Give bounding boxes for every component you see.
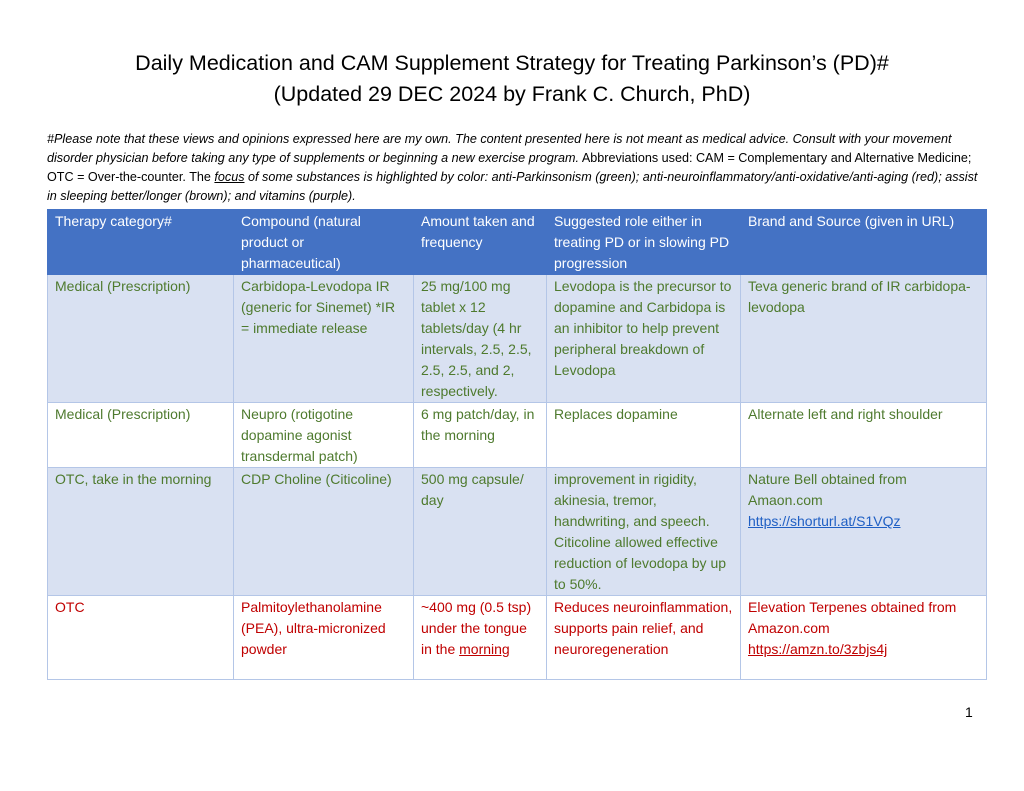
cell-role: Reduces neuroinflammation, supports pain… xyxy=(546,595,741,680)
cell-brand: Alternate left and right shoulder xyxy=(740,402,987,468)
table-row: Medical (Prescription) Neupro (rotigotin… xyxy=(47,402,987,468)
title-line-1: Daily Medication and CAM Supplement Stra… xyxy=(135,51,889,75)
disclaimer-italic: #Please note that these views and opinio… xyxy=(47,132,952,165)
color-legend-text: of some substances is highlighted by col… xyxy=(47,170,978,203)
header-amount: Amount taken and frequency xyxy=(413,209,547,275)
abbreviations-text: Abbreviations used: CAM = Complementary … xyxy=(47,151,972,184)
table-row: OTC Palmitoylethanolamine (PEA), ultra-m… xyxy=(47,595,987,680)
header-category: Therapy category# xyxy=(47,209,234,275)
cell-amount: 6 mg patch/day, in the morning xyxy=(413,402,547,468)
cell-brand: Nature Bell obtained from Amaon.com https… xyxy=(740,467,987,596)
header-role: Suggested role either in treating PD or … xyxy=(546,209,741,275)
cell-compound: Carbidopa-Levodopa IR (generic for Sinem… xyxy=(233,274,414,403)
title-line-2: (Updated 29 DEC 2024 by Frank C. Church,… xyxy=(273,82,751,106)
page-number: 1 xyxy=(965,704,973,720)
table-row: Medical (Prescription) Carbidopa-Levodop… xyxy=(47,274,987,403)
table-header-row: Therapy category# Compound (natural prod… xyxy=(47,209,987,275)
cell-category: OTC, take in the morning xyxy=(47,467,234,596)
amount-underlined: morning xyxy=(459,641,510,657)
cell-brand: Elevation Terpenes obtained from Amazon.… xyxy=(740,595,987,680)
source-link[interactable]: https://shorturl.at/S1VQz xyxy=(748,513,901,529)
cell-amount: ~400 mg (0.5 tsp) under the tongue in th… xyxy=(413,595,547,680)
document-title: Daily Medication and CAM Supplement Stra… xyxy=(0,48,1024,110)
medication-table: Therapy category# Compound (natural prod… xyxy=(47,209,987,680)
cell-compound: CDP Choline (Citicoline) xyxy=(233,467,414,596)
cell-amount: 500 mg capsule/ day xyxy=(413,467,547,596)
cell-brand: Teva generic brand of IR carbidopa-levod… xyxy=(740,274,987,403)
cell-role: Levodopa is the precursor to dopamine an… xyxy=(546,274,741,403)
amount-text: ~400 mg (0.5 tsp) under the tongue in th… xyxy=(421,599,532,657)
disclaimer-note: #Please note that these views and opinio… xyxy=(47,130,987,206)
cell-category: OTC xyxy=(47,595,234,680)
cell-category: Medical (Prescription) xyxy=(47,274,234,403)
cell-role: Replaces dopamine xyxy=(546,402,741,468)
cell-role: improvement in rigidity, akinesia, tremo… xyxy=(546,467,741,596)
header-brand: Brand and Source (given in URL) xyxy=(740,209,987,275)
cell-compound: Palmitoylethanolamine (PEA), ultra-micro… xyxy=(233,595,414,680)
focus-word: focus xyxy=(214,170,245,184)
table-row: OTC, take in the morning CDP Choline (Ci… xyxy=(47,467,987,596)
cell-category: Medical (Prescription) xyxy=(47,402,234,468)
cell-compound: Neupro (rotigotine dopamine agonist tran… xyxy=(233,402,414,468)
brand-text: Nature Bell obtained from Amaon.com xyxy=(748,471,907,508)
brand-text: Elevation Terpenes obtained from Amazon.… xyxy=(748,599,957,636)
header-compound: Compound (natural product or pharmaceuti… xyxy=(233,209,414,275)
cell-amount: 25 mg/100 mg tablet x 12 tablets/day (4 … xyxy=(413,274,547,403)
source-link[interactable]: https://amzn.to/3zbjs4j xyxy=(748,641,888,657)
